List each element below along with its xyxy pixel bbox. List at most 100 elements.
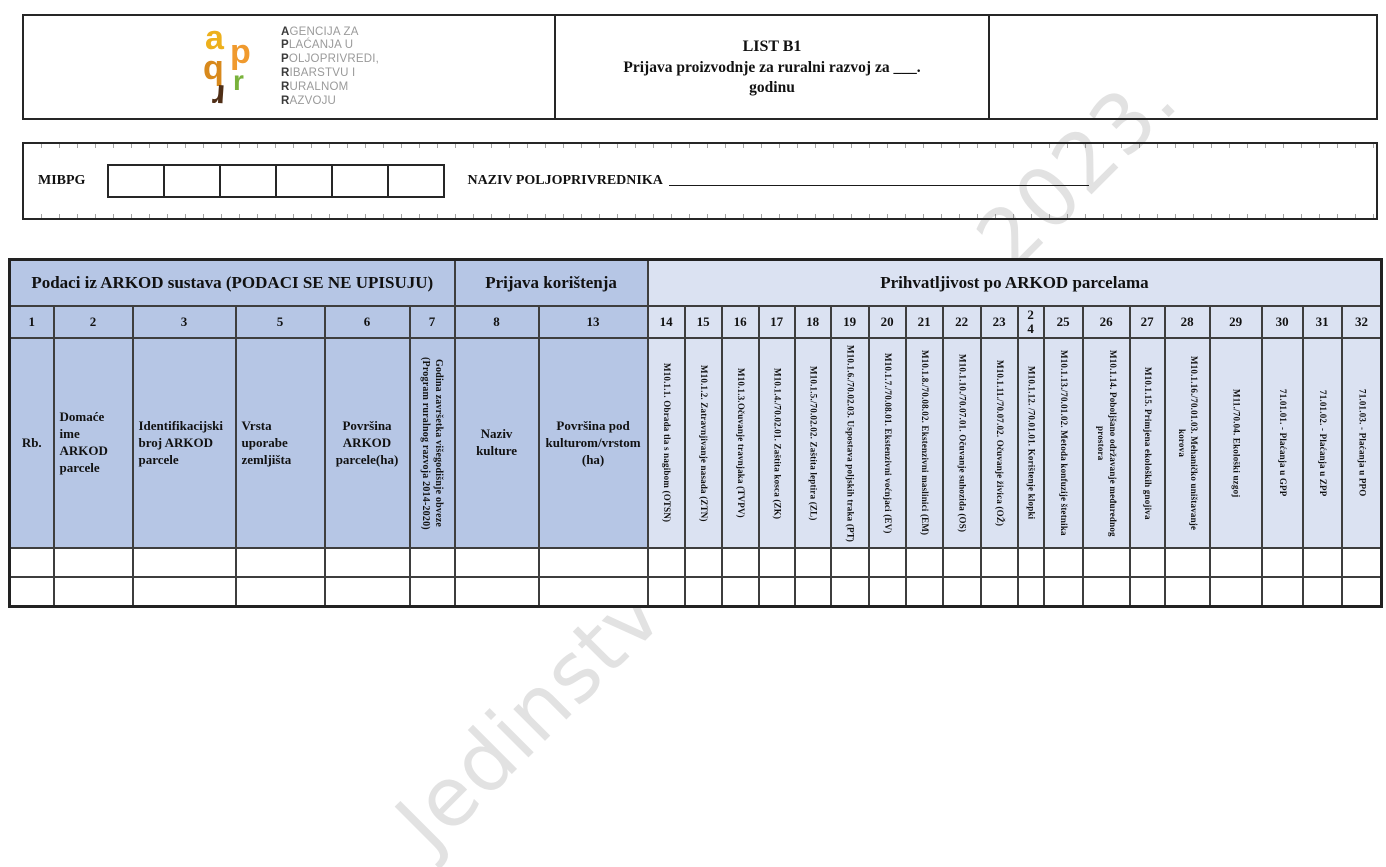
data-cell[interactable]	[793, 576, 832, 608]
data-cell[interactable]	[234, 576, 326, 608]
data-cell[interactable]	[720, 576, 760, 608]
data-cell[interactable]	[1301, 547, 1343, 579]
data-cell[interactable]	[1128, 576, 1166, 608]
column-header: M10.1.4./70.02.01. Zaštita kosca (ZK)	[757, 337, 796, 550]
data-cell[interactable]	[1340, 547, 1383, 579]
data-cell[interactable]	[1340, 576, 1383, 608]
column-header: M10.1.14. Poboljšano održavanje međuredn…	[1081, 337, 1131, 550]
column-number: 21	[904, 304, 944, 340]
data-cell[interactable]	[1301, 576, 1343, 608]
data-cell[interactable]	[8, 547, 55, 579]
data-cell[interactable]	[1016, 547, 1045, 579]
column-number: 2	[52, 304, 134, 340]
data-cell[interactable]	[1163, 576, 1211, 608]
org-name-line: POLJOPRIVREDI,	[280, 53, 380, 66]
logo-letter-icon: a	[204, 19, 224, 57]
data-cell[interactable]	[537, 547, 649, 579]
column-header: Površina ARKOD parcele(ha)	[323, 337, 411, 550]
column-number: 30	[1260, 304, 1304, 340]
data-cell[interactable]	[323, 576, 411, 608]
data-cell[interactable]	[1128, 547, 1166, 579]
column-header: M10.1.11./70.07.02. Očuvanje živica (OŽ)	[979, 337, 1019, 550]
data-cell[interactable]	[757, 547, 796, 579]
data-cell[interactable]	[646, 576, 686, 608]
column-number: 28	[1163, 304, 1211, 340]
data-cell[interactable]	[1042, 547, 1084, 579]
data-cell[interactable]	[757, 576, 796, 608]
data-cell[interactable]	[941, 576, 982, 608]
data-cell[interactable]	[683, 547, 723, 579]
data-cell[interactable]	[793, 547, 832, 579]
group-header: Podaci iz ARKOD sustava (PODACI SE NE UP…	[8, 258, 456, 307]
farmer-name-field[interactable]: ________________________________________…	[668, 173, 1089, 188]
column-header: M10.1.10./70.07.01. Očuvanje suhozida (O…	[941, 337, 982, 550]
column-header: 71.01.03. - Plaćanja u PPO	[1340, 337, 1383, 550]
org-name-line: RIBARSTVU I	[280, 67, 356, 79]
group-header: Prijava korištenja	[453, 258, 649, 307]
column-header: Domaće ime ARKOD parcele	[52, 337, 134, 550]
data-cell[interactable]	[453, 576, 540, 608]
column-header: M10.1.1. Obrada tla s nagibom (OTSN)	[646, 337, 686, 550]
data-cell[interactable]	[867, 576, 907, 608]
org-name: AGENCIJA ZA PLAĆANJA U POLJOPRIVREDI, RIBAR…	[281, 26, 379, 109]
column-number: 14	[646, 304, 686, 340]
farmer-name-label: NAZIV POLJOPRIVREDNIKA	[467, 173, 663, 188]
form-title-line: godinu	[749, 78, 795, 96]
data-cell[interactable]	[131, 547, 237, 579]
data-cell[interactable]	[52, 547, 134, 579]
data-cell[interactable]	[52, 576, 134, 608]
column-number: 22	[941, 304, 982, 340]
header-empty-cell	[990, 16, 1376, 118]
group-header: Prihvatljivost po ARKOD parcelama	[646, 258, 1383, 307]
data-cell[interactable]	[1081, 576, 1131, 608]
data-cell[interactable]	[408, 547, 456, 579]
logo-letter-icon: r	[210, 76, 227, 116]
mibpg-digit-box[interactable]	[387, 164, 446, 198]
data-cell[interactable]	[1208, 576, 1263, 608]
data-cell[interactable]	[1163, 547, 1211, 579]
data-cell[interactable]	[234, 547, 326, 579]
arkod-table: Podaci iz ARKOD sustava (PODACI SE NE UP…	[8, 258, 1384, 608]
org-name-line: PLAĆANJA U	[280, 39, 354, 52]
mibpg-digit-box[interactable]	[219, 164, 278, 198]
column-header: M10.1.3.Očuvanje travnjaka (TVPV)	[720, 337, 760, 550]
data-cell[interactable]	[1081, 547, 1131, 579]
column-number: 17	[757, 304, 796, 340]
column-number: 23	[979, 304, 1019, 340]
mibpg-digit-box[interactable]	[331, 164, 390, 198]
data-cell[interactable]	[979, 576, 1019, 608]
logo-letter-icon: p	[229, 33, 251, 71]
data-cell[interactable]	[408, 576, 456, 608]
data-cell[interactable]	[720, 547, 760, 579]
data-cell[interactable]	[323, 547, 411, 579]
data-cell[interactable]	[1208, 547, 1263, 579]
data-cell[interactable]	[904, 547, 944, 579]
column-number: 27	[1128, 304, 1166, 340]
data-cell[interactable]	[131, 576, 237, 608]
column-number: 19	[829, 304, 870, 340]
data-cell[interactable]	[904, 576, 944, 608]
data-cell[interactable]	[1016, 576, 1045, 608]
data-cell[interactable]	[1260, 547, 1304, 579]
mibpg-digit-box[interactable]	[107, 164, 166, 198]
data-cell[interactable]	[537, 576, 649, 608]
column-number: 3	[131, 304, 237, 340]
data-cell[interactable]	[829, 547, 870, 579]
data-cell[interactable]	[1042, 576, 1084, 608]
column-header: M10.1.12. /70.01.01. Korištenje klopki	[1016, 337, 1045, 550]
data-cell[interactable]	[453, 547, 540, 579]
mibpg-digit-box[interactable]	[163, 164, 222, 198]
column-header: M10.1.8./70.08.02. Ekstenzivni maslinici…	[904, 337, 944, 550]
data-cell[interactable]	[646, 547, 686, 579]
column-number: 7	[408, 304, 456, 340]
data-cell[interactable]	[8, 576, 55, 608]
data-cell[interactable]	[829, 576, 870, 608]
logo-letter-icon: r	[232, 65, 244, 96]
data-cell[interactable]	[979, 547, 1019, 579]
data-cell[interactable]	[683, 576, 723, 608]
data-cell[interactable]	[867, 547, 907, 579]
data-cell[interactable]	[1260, 576, 1304, 608]
data-cell[interactable]	[941, 547, 982, 579]
mibpg-digit-box[interactable]	[275, 164, 334, 198]
